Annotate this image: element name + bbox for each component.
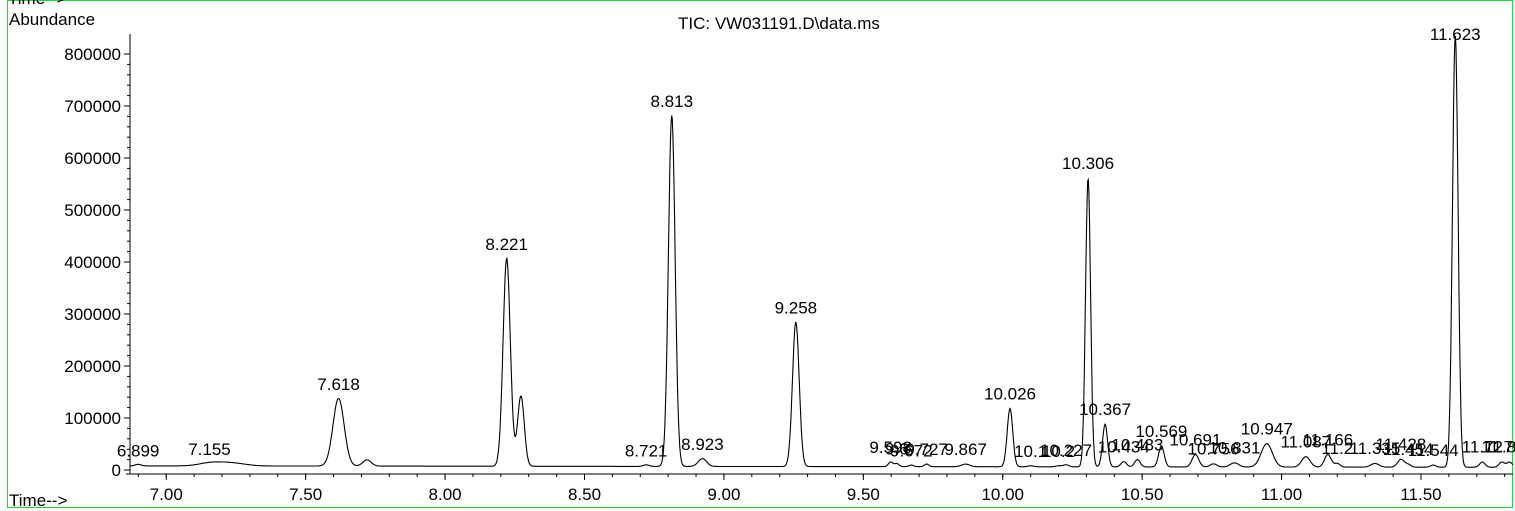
peak-label: 10.831 [1208,439,1260,458]
peak-label: 7.155 [188,440,231,459]
peak-label: 10.2 [1042,442,1075,461]
y-tick-label: 100000 [64,409,121,428]
peak-label: 9.6 [885,440,909,459]
x-tick-label: 11.00 [1261,485,1302,504]
time-axis-top-label: Time--> [8,0,66,9]
y-tick-label: 500000 [64,201,121,220]
peak-label: 10.691 [1169,430,1221,449]
x-tick-label: 11.50 [1400,485,1441,504]
x-tick-label: 10.50 [1121,485,1164,504]
peak-label: 9.258 [775,298,818,317]
x-tick-label: 9.50 [847,485,880,504]
peak-label: 11.335 [1350,439,1401,458]
x-tick-label: 7.00 [150,485,183,504]
peak-label: 11.2 [1321,439,1353,458]
peak-label: 11.428 [1376,435,1427,454]
peak-label: 10.367 [1079,400,1131,419]
x-tick-label: 9.00 [707,485,740,504]
peak-label: 8.923 [681,435,724,454]
y-tick-label: 0 [112,461,121,480]
peak-label: 9.672 [890,441,933,460]
peak-label: 10.569 [1135,422,1187,441]
peak-label: 11.454 [1383,440,1434,459]
peak-label: 8.221 [485,235,528,254]
peak-label: 10.434 [1098,438,1150,457]
peak-label: 11.79 [1481,438,1515,457]
x-tick-label: 7.50 [289,485,322,504]
y-tick-label: 400000 [64,253,121,272]
y-tick-label: 800000 [64,45,121,64]
peak-label: 10.227 [1040,441,1092,460]
peak-label: 9.727 [905,440,948,459]
peak-label: 10.947 [1241,419,1293,438]
peak-label: 10.1 [1014,442,1047,461]
peak-label: 11.72 [1462,438,1503,457]
peak-label: 11.166 [1302,430,1353,449]
peak-label: 10.756 [1188,440,1240,459]
y-tick-label: 200000 [64,357,121,376]
peak-label: 10.026 [984,385,1036,404]
peak-label: 11.623 [1430,25,1481,44]
tic-trace [130,35,1514,468]
y-tick-label: 600000 [64,149,121,168]
y-tick-label: 700000 [64,97,121,116]
peak-label: 10.483 [1111,436,1163,455]
x-axis-title: Time--> [9,491,68,510]
chart-title: TIC: VW031191.D\data.ms [678,14,880,33]
x-tick-label: 8.00 [429,485,462,504]
peak-label: 7.618 [317,375,360,394]
peak-label: 8.721 [625,441,668,460]
peak-label: 11.544 [1408,441,1459,460]
plot-frame [7,0,1513,508]
peak-label: 6.899 [117,441,160,460]
peak-label: 8.813 [650,92,693,111]
peak-label: 9.598 [869,438,912,457]
peak-label: 11.818 [1484,438,1515,457]
x-tick-label: 10.00 [981,485,1024,504]
y-tick-label: 300000 [64,305,121,324]
y-axis-title: Abundance [9,10,96,29]
peak-label: 9.867 [944,440,987,459]
peak-label: 11.087 [1280,432,1331,451]
peak-label: 10.306 [1062,154,1114,173]
x-tick-label: 8.50 [568,485,601,504]
